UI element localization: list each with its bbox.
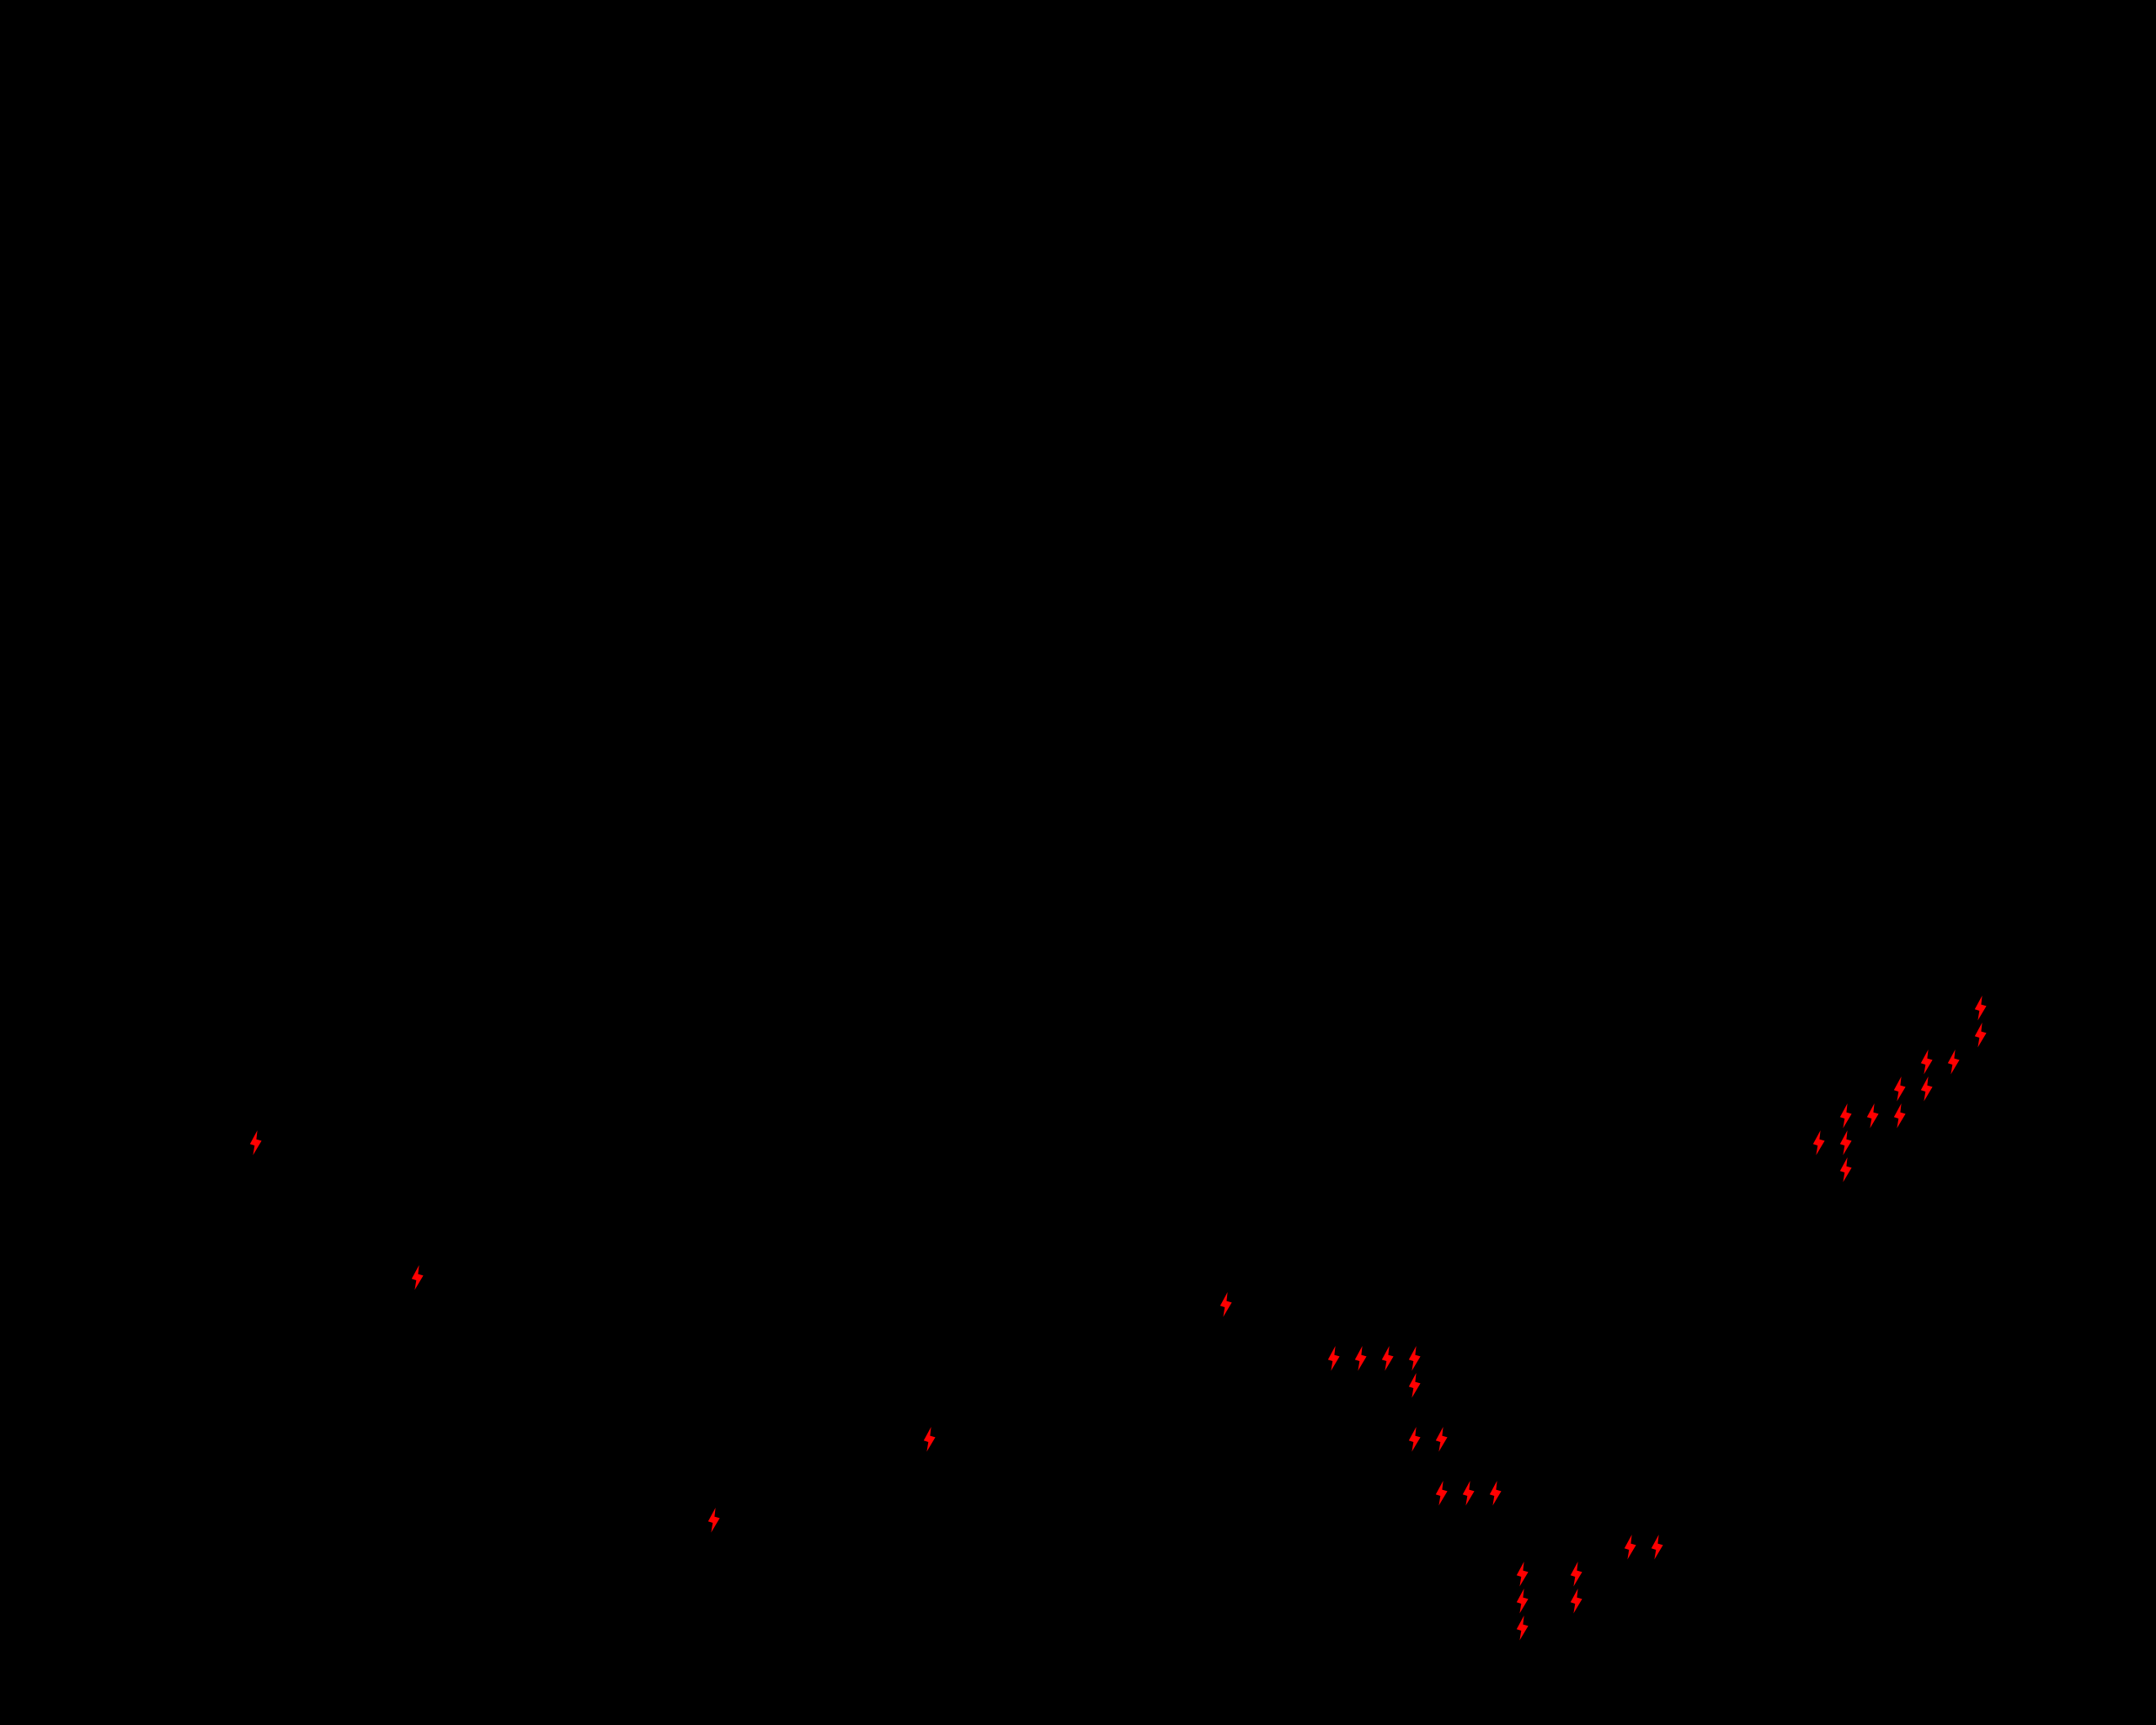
lightning-bolt-icon[interactable]: [1219, 1292, 1233, 1317]
lightning-bolt-icon[interactable]: [1839, 1157, 1853, 1183]
lightning-bolt-icon[interactable]: [1570, 1562, 1583, 1587]
lightning-bolt-icon[interactable]: [1624, 1535, 1637, 1560]
lightning-bolt-icon[interactable]: [1516, 1562, 1529, 1587]
lightning-bolt-icon[interactable]: [1435, 1481, 1449, 1506]
lightning-bolt-icon[interactable]: [1893, 1103, 1907, 1129]
lightning-bolt-icon[interactable]: [1893, 1076, 1907, 1102]
lightning-bolt-icon[interactable]: [1462, 1481, 1476, 1506]
lightning-bolt-icon[interactable]: [1408, 1427, 1422, 1452]
lightning-bolt-icon[interactable]: [923, 1427, 937, 1452]
lightning-bolt-icon[interactable]: [1920, 1049, 1934, 1075]
lightning-bolt-icon[interactable]: [1435, 1427, 1449, 1452]
lightning-bolt-icon[interactable]: [1570, 1589, 1583, 1614]
lightning-bolt-icon[interactable]: [1516, 1589, 1529, 1614]
lightning-bolt-icon[interactable]: [707, 1508, 721, 1533]
lightning-bolt-icon[interactable]: [1489, 1481, 1502, 1506]
lightning-bolt-icon[interactable]: [1651, 1535, 1664, 1560]
lightning-bolt-icon[interactable]: [1974, 996, 1988, 1021]
lightning-bolt-icon[interactable]: [411, 1265, 424, 1290]
lightning-bolt-icon[interactable]: [1327, 1346, 1341, 1371]
lightning-bolt-icon[interactable]: [1408, 1373, 1422, 1398]
lightning-bolt-icon[interactable]: [1839, 1130, 1853, 1156]
lightning-bolt-icon[interactable]: [1381, 1346, 1395, 1371]
lightning-bolt-icon[interactable]: [1408, 1346, 1422, 1371]
lightning-bolt-icon[interactable]: [1866, 1103, 1880, 1129]
lightning-bolt-icon[interactable]: [1974, 1023, 1988, 1048]
lightning-bolt-icon[interactable]: [1947, 1049, 1961, 1075]
lightning-bolt-icon[interactable]: [1516, 1616, 1529, 1641]
lightning-bolt-icon[interactable]: [1920, 1076, 1934, 1102]
lightning-bolt-icon[interactable]: [249, 1130, 263, 1156]
lightning-bolt-icon[interactable]: [1812, 1130, 1826, 1156]
lightning-bolt-icon[interactable]: [1839, 1103, 1853, 1129]
lightning-bolt-icon[interactable]: [1354, 1346, 1368, 1371]
